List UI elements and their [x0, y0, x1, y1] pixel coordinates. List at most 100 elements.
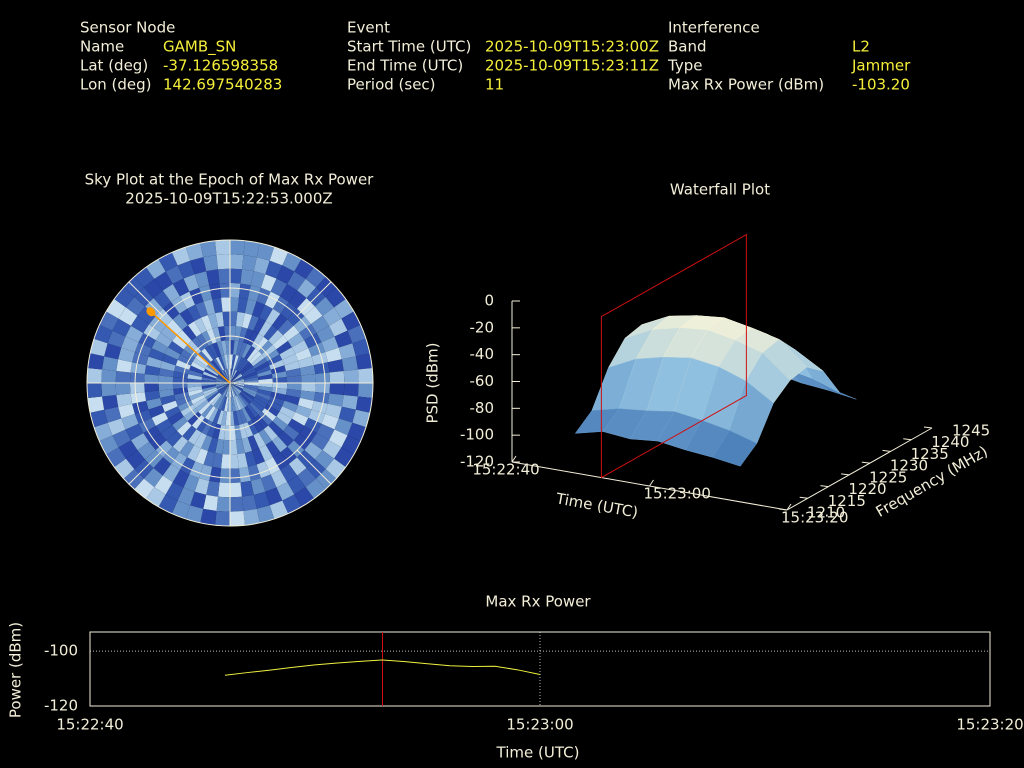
sky-cell	[221, 383, 230, 396]
sky-cell	[241, 494, 257, 511]
sky-cell	[212, 423, 222, 439]
sky-cell	[158, 375, 174, 383]
sky-cell	[235, 341, 244, 356]
sky-cell	[146, 397, 162, 410]
sky-cell	[163, 446, 180, 464]
x-tick-label: 15:22:40	[472, 461, 539, 479]
sky-cell	[151, 412, 169, 426]
sky-cell	[187, 385, 203, 392]
peak-direction	[150, 311, 231, 384]
sky-cell	[280, 283, 298, 303]
sky-cell	[237, 452, 248, 469]
sky-cell	[153, 457, 172, 476]
sky-cell	[125, 296, 145, 316]
field-value: 142.697540283	[163, 76, 282, 94]
sky-cell	[218, 355, 226, 370]
sky-cell	[238, 423, 248, 439]
sky-cell	[327, 359, 344, 373]
sky-cell	[276, 411, 292, 426]
sky-cell	[234, 355, 242, 370]
sky-cell	[121, 336, 139, 353]
sky-cell	[230, 383, 240, 395]
sky-cell	[173, 371, 189, 379]
sky-cell	[299, 324, 317, 341]
sky-cell	[115, 383, 131, 395]
sky-cell	[179, 457, 196, 475]
chart-title: Sky Plot at the Epoch of Max Rx Power	[85, 171, 375, 189]
sky-cell	[221, 410, 228, 426]
sky-cell	[187, 378, 202, 383]
sky-cell	[208, 392, 221, 405]
sky-cell	[114, 458, 135, 479]
section-title: Sensor Node	[80, 19, 175, 37]
sky-cell	[246, 348, 259, 362]
sky-cell	[149, 316, 167, 333]
field-label: Lon (deg)	[80, 76, 152, 94]
sky-cell	[187, 429, 202, 445]
sky-cell	[212, 327, 222, 343]
sky-cell	[172, 313, 188, 330]
sky-cell	[284, 394, 300, 406]
sky-cell	[230, 383, 244, 389]
sky-cell	[230, 482, 242, 498]
surface-cell	[712, 430, 758, 467]
sky-cell	[257, 385, 273, 392]
sky-cell	[230, 340, 235, 355]
sky-cell	[238, 409, 248, 424]
sky-cell	[308, 342, 326, 357]
sky-cell	[192, 357, 207, 369]
sky-cell	[224, 354, 229, 370]
sky-cell	[338, 406, 356, 423]
sky-cell	[90, 409, 108, 428]
sky-cell	[287, 418, 305, 434]
sky-cell	[299, 425, 317, 442]
sky-cell	[263, 425, 278, 441]
sky-cell	[102, 356, 119, 372]
sky-cell	[177, 487, 195, 506]
sky-cell	[270, 469, 288, 488]
sky-cell	[188, 369, 203, 378]
sky-cell	[357, 383, 373, 398]
sky-cell	[244, 299, 257, 315]
sky-cell	[301, 383, 316, 392]
field-value: GAMB_SN	[163, 38, 236, 57]
sky-cell	[242, 368, 257, 378]
sky-cell	[249, 402, 262, 415]
sky-cell	[161, 353, 178, 366]
sky-cell	[258, 378, 273, 383]
sky-cell	[301, 374, 316, 383]
sky-cell	[276, 482, 295, 501]
sky-cell	[143, 425, 161, 442]
sky-cell	[191, 336, 205, 352]
sky-cell	[235, 395, 245, 410]
sky-cell	[231, 354, 236, 370]
sky-cell	[253, 432, 266, 449]
sky-cell	[241, 390, 255, 400]
sky-cell	[153, 290, 172, 309]
z-axis-label: PSD (dBm)	[424, 342, 442, 423]
sky-cell	[267, 354, 283, 366]
sky-cell	[187, 374, 203, 381]
sky-cell	[163, 302, 180, 320]
field-label: Name	[80, 38, 124, 56]
sky-cell	[329, 429, 348, 448]
sky-cell	[162, 283, 180, 303]
sky-cell	[104, 406, 122, 423]
sky-cell	[334, 418, 353, 436]
sky-cell	[321, 336, 339, 353]
sky-cell	[134, 342, 152, 357]
sky-cell	[160, 394, 176, 406]
sky-cell	[240, 269, 254, 286]
sky-plot: Sky Plot at the Epoch of Max Rx Power202…	[85, 171, 375, 527]
sky-cell	[225, 411, 230, 426]
sky-cell	[240, 480, 254, 497]
sky-cell	[287, 271, 306, 291]
sky-cell	[244, 383, 259, 386]
sky-cell	[218, 424, 226, 440]
sky-cell	[203, 368, 218, 378]
sky-cell	[203, 451, 216, 467]
sky-cell	[271, 387, 287, 395]
sky-cell	[208, 361, 221, 374]
sky-cell	[257, 374, 273, 381]
